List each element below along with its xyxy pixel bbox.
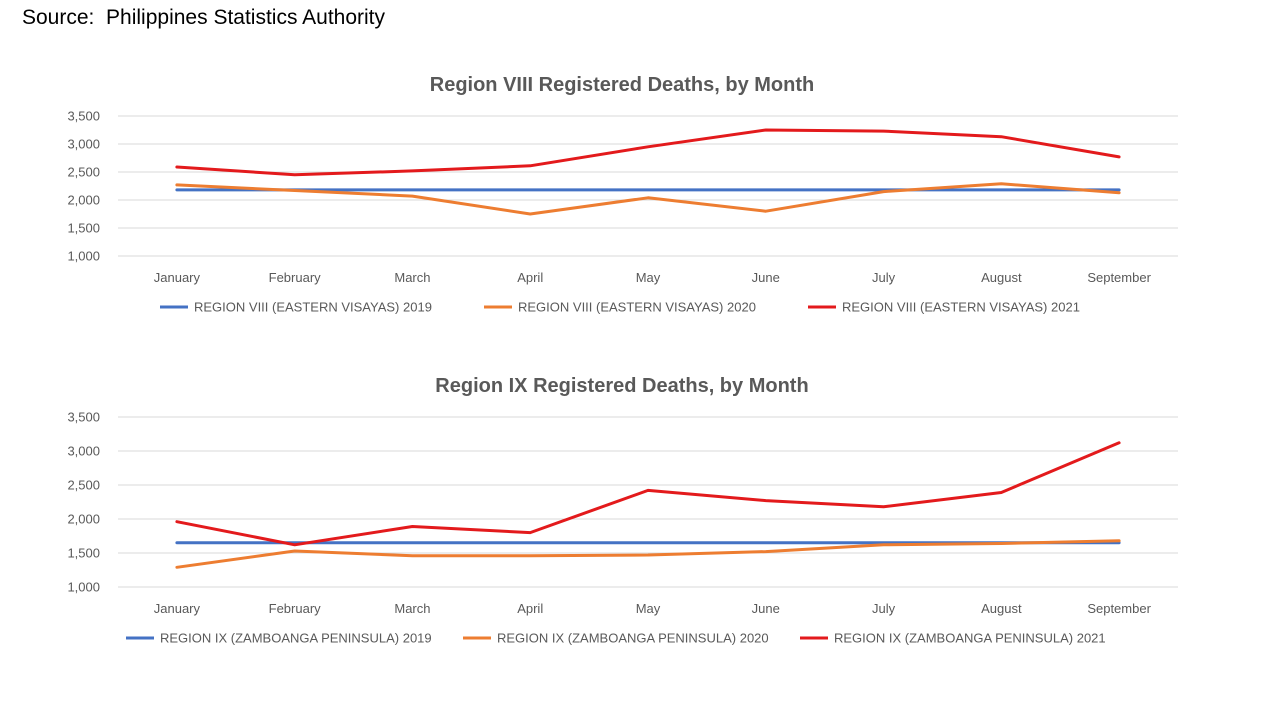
region-ix-chart: Region IX Registered Deaths, by Month 1,… <box>67 375 1178 646</box>
legend-item: REGION VIII (EASTERN VISAYAS) 2021 <box>808 300 1080 315</box>
y-tick-label: 2,500 <box>67 165 100 180</box>
x-tick-label: September <box>1087 270 1151 285</box>
region-viii-chart: Region VIII Registered Deaths, by Month … <box>67 74 1178 315</box>
legend: REGION VIII (EASTERN VISAYAS) 2019 REGION… <box>160 300 1080 315</box>
x-tick-label: June <box>752 270 780 285</box>
chart-title: Region VIII Registered Deaths, by Month <box>430 74 815 96</box>
chart-title: Region IX Registered Deaths, by Month <box>435 375 808 397</box>
legend-item: REGION IX (ZAMBOANGA PENINSULA) 2019 <box>126 631 432 646</box>
legend-label: REGION VIII (EASTERN VISAYAS) 2020 <box>518 300 756 315</box>
series-lines <box>175 128 1121 216</box>
y-tick-label: 1,000 <box>67 580 100 595</box>
source-text: Source: Philippines Statistics Authority <box>22 6 386 29</box>
legend-label: REGION VIII (EASTERN VISAYAS) 2019 <box>194 300 432 315</box>
x-tick-label: April <box>517 601 543 616</box>
x-tick-label: September <box>1087 601 1151 616</box>
y-tick-label: 3,500 <box>67 109 100 124</box>
y-tick-label: 1,500 <box>67 546 100 561</box>
x-tick-label: March <box>394 601 430 616</box>
x-tick-label: June <box>752 601 780 616</box>
x-tick-label: July <box>872 601 896 616</box>
legend-item: REGION VIII (EASTERN VISAYAS) 2020 <box>484 300 756 315</box>
y-tick-label: 2,000 <box>67 512 100 527</box>
y-axis-ticks: 1,000 1,500 2,000 2,500 3,000 3,500 <box>67 410 100 595</box>
x-tick-label: August <box>981 601 1022 616</box>
y-tick-label: 3,500 <box>67 410 100 425</box>
x-tick-label: May <box>636 270 661 285</box>
legend-label: REGION IX (ZAMBOANGA PENINSULA) 2021 <box>834 631 1106 646</box>
series-lines <box>175 441 1121 569</box>
x-axis-ticks: January February March April May June July Augu… <box>154 601 1152 616</box>
y-tick-label: 1,000 <box>67 249 100 264</box>
legend-item: REGION IX (ZAMBOANGA PENINSULA) 2020 <box>463 631 769 646</box>
x-tick-label: February <box>269 601 322 616</box>
x-tick-label: March <box>394 270 430 285</box>
y-tick-label: 3,000 <box>67 137 100 152</box>
gridlines <box>118 416 1178 588</box>
y-tick-label: 3,000 <box>67 444 100 459</box>
y-axis-ticks: 1,000 1,500 2,000 2,500 3,000 3,500 <box>67 109 100 264</box>
y-tick-label: 2,500 <box>67 478 100 493</box>
x-tick-label: January <box>154 601 201 616</box>
y-tick-label: 1,500 <box>67 221 100 236</box>
legend-item: REGION IX (ZAMBOANGA PENINSULA) 2021 <box>800 631 1106 646</box>
x-axis-ticks: January February March April May June July Augu… <box>154 270 1152 285</box>
x-tick-label: April <box>517 270 543 285</box>
x-tick-label: January <box>154 270 201 285</box>
series-line <box>175 128 1121 177</box>
series-line <box>175 539 1121 569</box>
series-line <box>175 182 1121 216</box>
series-line <box>175 441 1121 547</box>
x-tick-label: February <box>269 270 322 285</box>
legend-label: REGION IX (ZAMBOANGA PENINSULA) 2019 <box>160 631 432 646</box>
x-tick-label: August <box>981 270 1022 285</box>
x-tick-label: May <box>636 601 661 616</box>
x-tick-label: July <box>872 270 896 285</box>
y-tick-label: 2,000 <box>67 193 100 208</box>
legend: REGION IX (ZAMBOANGA PENINSULA) 2019 REGI… <box>126 631 1106 646</box>
legend-label: REGION VIII (EASTERN VISAYAS) 2021 <box>842 300 1080 315</box>
gridlines <box>118 115 1178 257</box>
legend-item: REGION VIII (EASTERN VISAYAS) 2019 <box>160 300 432 315</box>
legend-label: REGION IX (ZAMBOANGA PENINSULA) 2020 <box>497 631 769 646</box>
